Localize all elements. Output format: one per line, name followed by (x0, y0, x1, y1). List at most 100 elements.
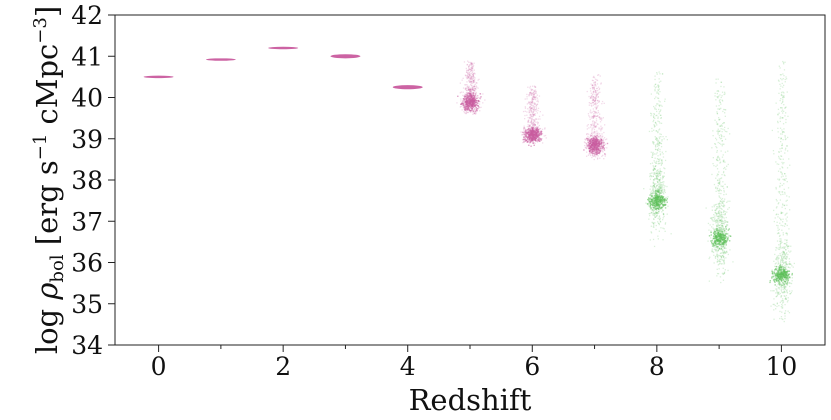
sample-point (545, 137, 547, 139)
sample-point (716, 164, 718, 166)
sample-point (467, 88, 469, 90)
sample-point (782, 266, 784, 268)
sample-point (717, 226, 719, 228)
sample-point (663, 199, 665, 201)
sample-point (724, 93, 726, 95)
sample-point (592, 88, 594, 90)
sample-point (594, 151, 596, 153)
sample-point (467, 101, 469, 104)
sample-point (599, 118, 601, 120)
sample-point (654, 172, 656, 174)
sample-point (720, 81, 722, 83)
sample-point (723, 143, 725, 145)
sample-point (652, 238, 655, 241)
sample-point (714, 247, 716, 249)
sample-point (660, 117, 662, 119)
sample-point (594, 102, 596, 104)
sample-point (777, 248, 780, 250)
sample-point (659, 185, 662, 187)
sample-point (722, 255, 724, 257)
sample-point (714, 212, 717, 214)
sample-point (588, 102, 590, 104)
sample-point (595, 153, 597, 156)
sample-point (659, 209, 661, 211)
sample-point (588, 104, 590, 106)
sample-point (474, 77, 476, 79)
sample-point (718, 243, 720, 245)
sample-point (593, 90, 595, 92)
sample-point (720, 203, 722, 205)
sample-point (473, 96, 475, 98)
sample-point (713, 230, 716, 233)
sample-point (709, 224, 711, 226)
sample-point (779, 247, 781, 249)
sample-point (596, 105, 598, 108)
sample-point (473, 81, 475, 83)
sample-point (660, 114, 662, 116)
sample-point (474, 107, 476, 110)
sample-point (658, 186, 660, 188)
sample-point (776, 292, 779, 294)
sample-point (465, 109, 468, 111)
sample-point (602, 147, 604, 149)
sample-point (594, 99, 596, 101)
sample-point (720, 192, 722, 195)
sample-point (537, 132, 540, 134)
sample-point (716, 241, 718, 243)
sample-point (658, 199, 661, 201)
sample-point (658, 113, 660, 115)
sample-point (593, 151, 595, 153)
sample-point (721, 202, 724, 204)
sample-point (598, 88, 600, 91)
sample-point (590, 97, 592, 99)
sample-point (536, 103, 539, 105)
sample-point (783, 255, 785, 257)
sample-point (722, 229, 724, 231)
sample-point (657, 116, 659, 118)
sample-point (533, 123, 535, 125)
sample-point (715, 209, 717, 211)
sample-point (539, 132, 541, 134)
sample-point (468, 75, 470, 77)
sample-point (655, 138, 657, 140)
sample-point (528, 140, 530, 142)
sample-point (594, 151, 597, 153)
sample-point (596, 115, 598, 117)
sample-point (777, 263, 779, 265)
sample-point (659, 170, 661, 172)
sample-point (469, 73, 471, 75)
sample-point (470, 76, 472, 78)
sample-point (603, 158, 605, 160)
sample-point (480, 106, 482, 108)
sample-point (716, 159, 718, 161)
sample-point (592, 87, 594, 89)
sample-point (653, 203, 655, 206)
sample-point (724, 183, 726, 185)
sample-point (777, 256, 779, 258)
sample-point (723, 108, 725, 111)
sample-point (604, 146, 606, 149)
sample-point (592, 154, 594, 156)
sample-point (528, 129, 531, 131)
sample-point (472, 73, 475, 75)
sample-point (530, 101, 533, 103)
sample-point (590, 148, 592, 150)
sample-point (649, 197, 651, 200)
sample-point (534, 96, 537, 98)
sample-point (533, 107, 535, 109)
sample-point (778, 136, 780, 139)
sample-point (586, 144, 589, 146)
sample-point (783, 75, 785, 77)
sample-point (534, 128, 536, 130)
sample-point (601, 148, 603, 151)
sample-point (652, 189, 655, 191)
sample-point (655, 172, 658, 174)
sample-point (654, 108, 656, 110)
sample-point (718, 247, 720, 250)
sample-point (651, 130, 653, 132)
sample-point (662, 201, 665, 203)
sample-point (595, 122, 597, 124)
redshift-distribution (392, 85, 423, 90)
sample-point (717, 234, 720, 236)
sample-point (653, 212, 655, 214)
